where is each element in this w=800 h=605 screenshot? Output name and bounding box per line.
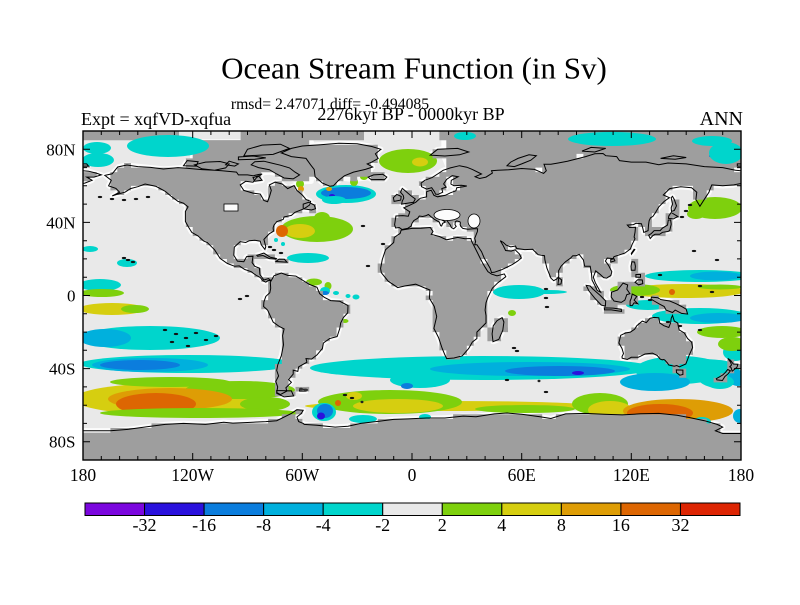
svg-text:-4: -4 (316, 515, 331, 535)
svg-text:80N: 80N (46, 140, 75, 159)
svg-text:ANN: ANN (700, 108, 743, 130)
svg-text:80S: 80S (49, 433, 75, 452)
svg-text:-16: -16 (192, 515, 216, 535)
svg-text:4: 4 (497, 515, 506, 535)
svg-text:60W: 60W (285, 465, 320, 485)
svg-text:8: 8 (557, 515, 566, 535)
svg-text:120W: 120W (171, 465, 214, 485)
svg-text:rmsd= 2.47071 diff= -0.494085: rmsd= 2.47071 diff= -0.494085 (231, 96, 429, 113)
svg-text:60E: 60E (508, 465, 536, 485)
svg-text:0: 0 (408, 465, 417, 485)
svg-text:16: 16 (612, 515, 630, 535)
svg-text:120E: 120E (613, 465, 650, 485)
svg-text:Expt = xqfVD-xqfua: Expt = xqfVD-xqfua (81, 109, 231, 129)
svg-text:40N: 40N (46, 213, 75, 232)
svg-text:-32: -32 (133, 515, 157, 535)
svg-text:40S: 40S (49, 360, 75, 379)
svg-text:180: 180 (70, 465, 97, 485)
svg-text:32: 32 (672, 515, 690, 535)
svg-text:180: 180 (728, 465, 755, 485)
svg-text:0: 0 (67, 287, 76, 306)
svg-text:Ocean Stream Function (in Sv): Ocean Stream Function (in Sv) (221, 51, 607, 86)
svg-text:-8: -8 (256, 515, 271, 535)
svg-text:-2: -2 (375, 515, 390, 535)
svg-text:2276kyr BP - 0000kyr BP: 2276kyr BP - 0000kyr BP (317, 104, 504, 124)
svg-text:2: 2 (438, 515, 447, 535)
